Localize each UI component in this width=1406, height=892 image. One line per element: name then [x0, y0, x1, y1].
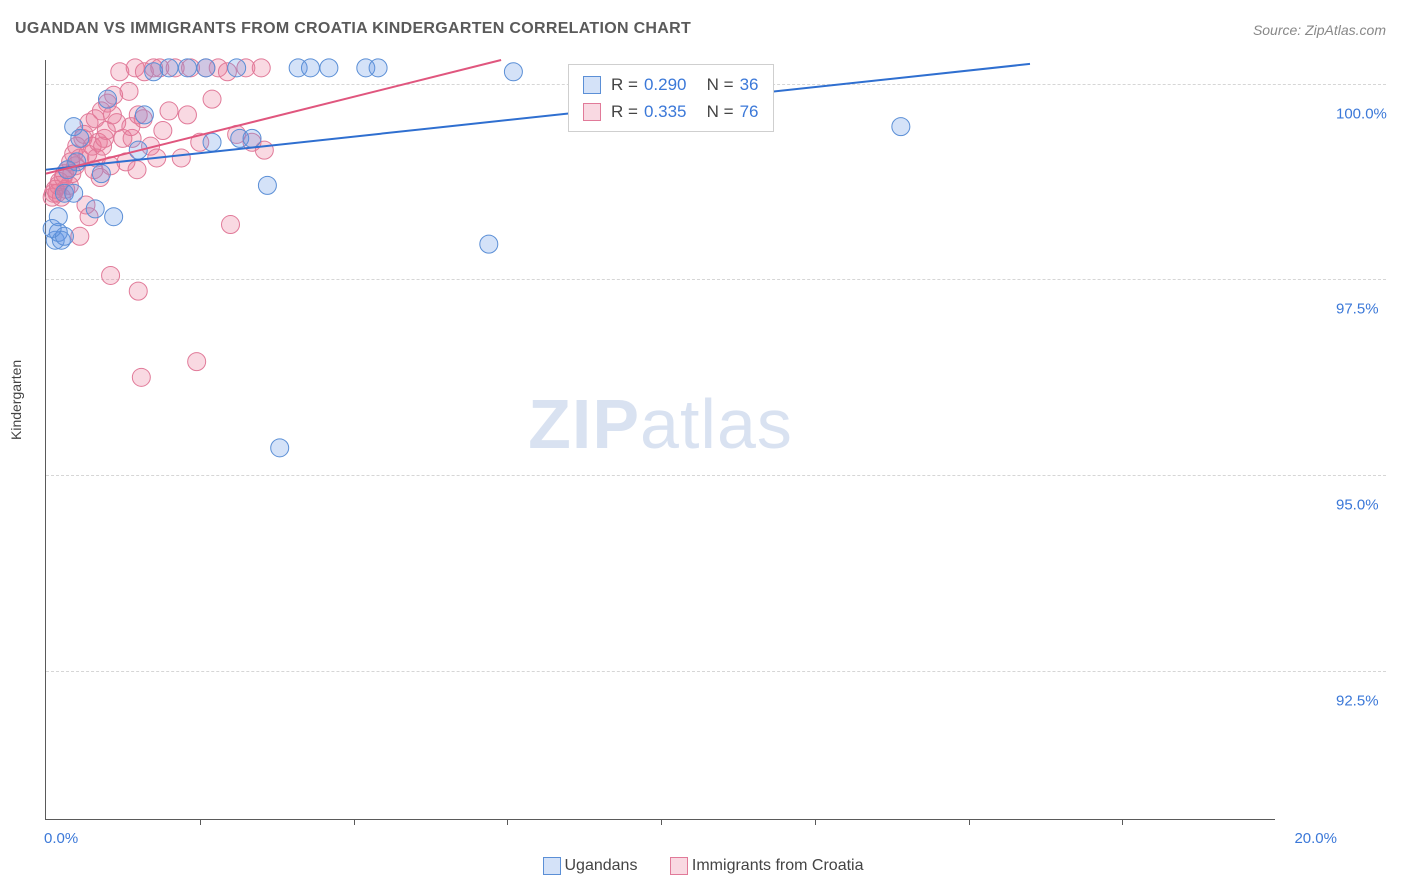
y-axis-label: Kindergarten [8, 360, 24, 440]
source-label: Source: ZipAtlas.com [1253, 22, 1386, 38]
data-point [480, 235, 498, 253]
legend-label: Ugandans [565, 857, 638, 875]
data-point [301, 59, 319, 77]
data-point [94, 137, 112, 155]
swatch-icon [583, 76, 601, 94]
data-point [65, 184, 83, 202]
data-point [228, 59, 246, 77]
y-tick-label: 92.5% [1336, 693, 1379, 710]
y-tick-label: 100.0% [1336, 105, 1387, 122]
data-point [178, 59, 196, 77]
data-point [271, 439, 289, 457]
swatch-icon [543, 857, 561, 875]
plot-area: ZIPatlas 92.5%95.0%97.5%100.0% 0.0% 20.0… [45, 60, 1275, 820]
data-point [102, 266, 120, 284]
data-point [320, 59, 338, 77]
data-point [132, 368, 150, 386]
stats-row: R = 0.290 N = 36 [583, 71, 759, 98]
legend-item-croatia: Immigrants from Croatia [670, 857, 864, 875]
stats-row: R = 0.335 N = 76 [583, 98, 759, 125]
y-tick-label: 95.0% [1336, 497, 1379, 514]
data-point [188, 353, 206, 371]
data-point [120, 82, 138, 100]
data-point [160, 59, 178, 77]
legend: Ugandans Immigrants from Croatia [0, 857, 1406, 880]
data-point [258, 176, 276, 194]
data-point [129, 282, 147, 300]
data-point [222, 216, 240, 234]
data-point [128, 161, 146, 179]
data-point [172, 149, 190, 167]
legend-label: Immigrants from Croatia [692, 857, 864, 875]
x-axis-min-label: 0.0% [44, 830, 78, 847]
scatter-svg [46, 60, 1275, 819]
data-point [135, 106, 153, 124]
data-point [49, 208, 67, 226]
data-point [105, 208, 123, 226]
data-point [243, 129, 261, 147]
data-point [892, 118, 910, 136]
data-point [71, 129, 89, 147]
data-point [252, 59, 270, 77]
data-point [203, 90, 221, 108]
data-point [369, 59, 387, 77]
data-point [203, 133, 221, 151]
swatch-icon [583, 103, 601, 121]
y-tick-label: 97.5% [1336, 301, 1379, 318]
data-point [504, 63, 522, 81]
swatch-icon [670, 857, 688, 875]
x-axis-max-label: 20.0% [1294, 830, 1337, 847]
data-point [197, 59, 215, 77]
data-point [160, 102, 178, 120]
chart-title: UGANDAN VS IMMIGRANTS FROM CROATIA KINDE… [15, 20, 691, 38]
data-point [92, 165, 110, 183]
data-point [178, 106, 196, 124]
legend-item-ugandans: Ugandans [543, 857, 638, 875]
data-point [86, 200, 104, 218]
data-point [99, 90, 117, 108]
data-point [154, 122, 172, 140]
correlation-stats-box: R = 0.290 N = 36 R = 0.335 N = 76 [568, 64, 774, 132]
